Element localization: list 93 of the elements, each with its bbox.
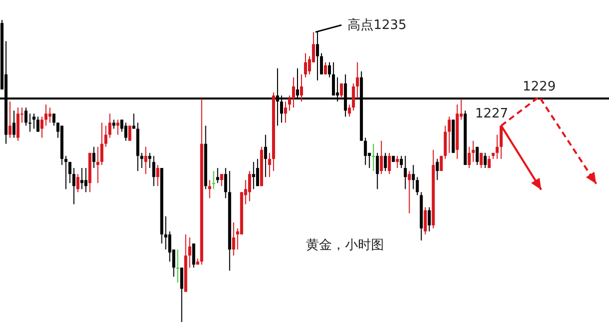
- candlestick: [408, 170, 411, 214]
- candlestick: [468, 146, 471, 168]
- candlestick: [480, 152, 483, 168]
- candlestick: [328, 62, 331, 78]
- candlestick: [156, 164, 160, 187]
- candlestick: [224, 167, 228, 199]
- candlestick: [48, 107, 52, 124]
- candlestick: [76, 174, 80, 193]
- candlestick: [316, 32, 319, 81]
- candlestick: [40, 116, 44, 138]
- candlestick: [380, 140, 383, 175]
- candlestick: [132, 113, 136, 130]
- candlestick: [108, 113, 112, 138]
- candlestick: [448, 116, 451, 154]
- candlestick: [268, 152, 272, 178]
- candlestick: [488, 155, 491, 168]
- candlestick: [96, 146, 100, 184]
- candlestick: [152, 155, 156, 187]
- candlestick: [284, 101, 288, 124]
- candlestick: [300, 74, 304, 102]
- candlestick: [436, 158, 439, 181]
- candlestick: [188, 236, 192, 268]
- candlestick: [144, 146, 148, 175]
- candlestick: [140, 152, 144, 168]
- candlestick: [164, 216, 168, 250]
- candlestick: [256, 158, 260, 187]
- candlestick: [180, 267, 184, 322]
- annotation: 高点1235: [315, 18, 407, 34]
- candlestick: [276, 68, 280, 126]
- candlestick: [100, 122, 104, 166]
- candlestick: [264, 134, 268, 178]
- candlestick: [336, 76, 339, 102]
- candlestick: [288, 95, 292, 112]
- annotation: 1227: [475, 106, 508, 122]
- candlestick: [128, 125, 132, 142]
- candlestick: [372, 143, 375, 172]
- candlestick: [232, 222, 236, 256]
- candlestick: [104, 125, 108, 148]
- candlestick: [320, 52, 323, 75]
- candlestick: [116, 119, 120, 136]
- candlestick: [352, 82, 355, 112]
- candlestick: [112, 119, 116, 130]
- candlestick: [84, 167, 88, 193]
- candlestick: [8, 101, 12, 138]
- candlestick: [248, 170, 252, 202]
- candlestick: [400, 155, 403, 168]
- candlestick: [24, 107, 28, 126]
- candlestick: [412, 164, 415, 190]
- candlestick: [476, 146, 479, 166]
- candlestick: [388, 152, 391, 175]
- candlestick: [384, 152, 387, 172]
- candlestick: [292, 76, 296, 108]
- candlestick: [92, 146, 96, 168]
- candlestick: [340, 82, 343, 100]
- annotation: 1229: [522, 80, 556, 95]
- candlestick: [28, 113, 32, 132]
- candlestick: [428, 206, 431, 232]
- candlestick: [376, 152, 379, 190]
- candlestick: [212, 170, 216, 190]
- candlestick: [208, 180, 212, 199]
- candlestick: [52, 113, 56, 126]
- candlestick: [416, 176, 419, 196]
- candlestick: [68, 161, 72, 184]
- candlestick: [220, 174, 224, 187]
- candlestick: [44, 104, 48, 126]
- candlestick: [72, 167, 76, 205]
- candlestick: [216, 167, 220, 184]
- title: 黄金，小时图: [306, 238, 384, 253]
- candlestick: [192, 242, 196, 268]
- candlestick: [36, 116, 40, 132]
- candlestick: [80, 167, 84, 190]
- candlestick: [404, 155, 407, 190]
- candlestick: [324, 62, 327, 75]
- candlestick: [500, 125, 503, 160]
- candlestick: [304, 52, 307, 78]
- candlestick: [424, 206, 427, 235]
- candlestick: [296, 68, 300, 100]
- candlestick: [472, 140, 475, 162]
- candlestick: [176, 249, 180, 284]
- candlestick: [356, 62, 359, 100]
- candlestick: [64, 155, 68, 190]
- candlestick: [332, 62, 335, 96]
- candlestick: [280, 95, 284, 124]
- candlestick: [252, 161, 256, 190]
- candlestick: [348, 104, 351, 118]
- candlestick: [364, 137, 367, 166]
- candlestick: [496, 134, 499, 160]
- candlestick: [32, 113, 36, 130]
- candlestick: [12, 110, 16, 138]
- annotation: 高点1235: [347, 17, 407, 34]
- candlestick: [124, 122, 128, 142]
- candlestick: [396, 155, 399, 168]
- candlestick: [484, 152, 487, 168]
